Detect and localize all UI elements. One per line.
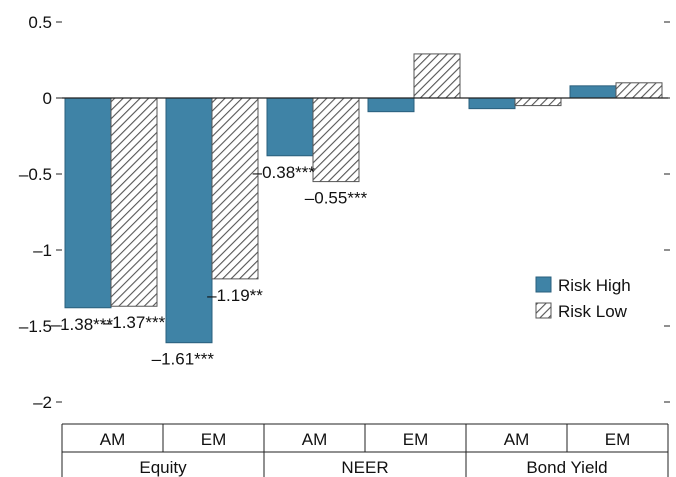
x-group-label: Equity	[139, 458, 187, 477]
x-category-label: EM	[605, 430, 631, 449]
legend-swatch-risk-low	[535, 302, 552, 319]
bar-risk-high	[64, 97, 112, 309]
legend-label: Risk High	[558, 276, 631, 295]
bar-risk-high	[165, 97, 213, 344]
y-axis: 0.5 0 –0.5 –1 –1.5 –2	[19, 13, 670, 412]
legend-swatch-risk-high	[535, 276, 552, 293]
bar-risk-low	[110, 97, 158, 307]
y-tick-label: –2	[33, 393, 52, 412]
x-group-label: Bond Yield	[526, 458, 607, 477]
bar-risk-high	[569, 85, 617, 99]
bar-risk-low	[413, 53, 461, 99]
bars	[64, 53, 663, 344]
data-label: –1.61***	[152, 350, 215, 369]
bar-risk-low	[514, 97, 562, 107]
bar-risk-high	[367, 97, 415, 113]
legend-label: Risk Low	[558, 302, 628, 321]
bar-risk-low	[615, 82, 663, 99]
x-category-label: EM	[201, 430, 227, 449]
legend: Risk High Risk Low	[535, 276, 631, 321]
y-tick-label: –1.5	[19, 317, 52, 336]
bar-risk-low	[312, 97, 360, 183]
bar-risk-low	[211, 97, 259, 280]
bar-risk-high	[468, 97, 516, 110]
x-category-label: AM	[302, 430, 328, 449]
y-tick-label: 0	[43, 89, 52, 108]
data-labels: –1.38*** –1.61*** –0.38*** –1.37*** –1.19** –…	[51, 163, 368, 369]
x-axis: AM EM AM EM AM EM Equity NEER Bond Yield	[61, 423, 669, 477]
data-label: –1.38***	[51, 315, 114, 334]
x-group-label: NEER	[341, 458, 388, 477]
x-category-label: AM	[100, 430, 126, 449]
y-tick-label: –0.5	[19, 165, 52, 184]
data-label: –0.38***	[253, 163, 316, 182]
y-tick-label: 0.5	[28, 13, 52, 32]
y-tick-label: –1	[33, 241, 52, 260]
data-label: –0.55***	[305, 189, 368, 208]
bar-risk-high	[266, 97, 314, 157]
data-label: –1.19**	[207, 286, 263, 305]
x-category-label: EM	[403, 430, 429, 449]
data-label: –1.37***	[103, 313, 166, 332]
x-category-label: AM	[504, 430, 530, 449]
